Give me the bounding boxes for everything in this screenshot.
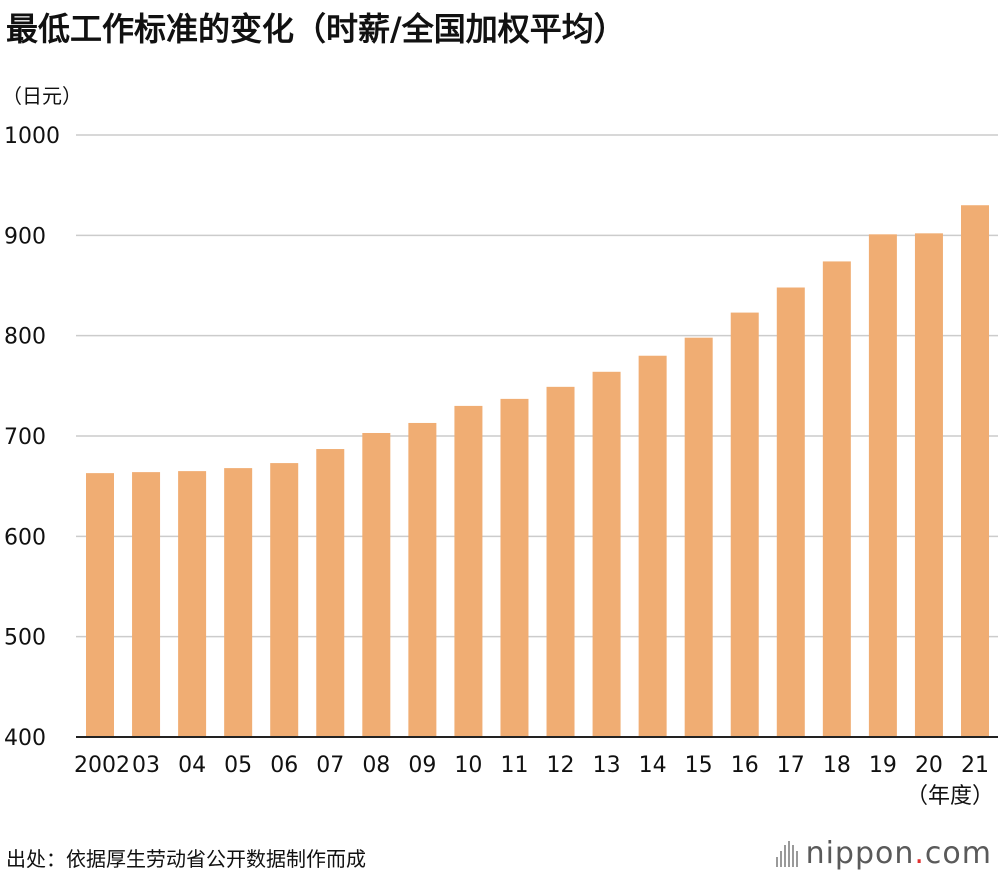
x-tick-label: 13 [593,753,621,778]
source-note: 出处：依据厚生劳动省公开数据制作而成 [6,847,366,871]
bar-05 [224,468,253,736]
x-tick-label: 20 [915,753,943,778]
x-axis-ticks: 2002 03 04 05 06 07 08 09 10 11 12 13 14 15 16 17 18 19 20… [74,753,989,778]
x-tick-label: 2002 [74,753,130,778]
x-tick-label: 21 [961,753,989,778]
y-tick-label: 1000 [4,124,60,149]
bar-18 [822,261,851,736]
y-tick-label: 600 [4,525,46,550]
x-tick-label: 15 [685,753,713,778]
bar-07 [316,449,345,736]
gridlines [76,134,998,738]
bar-11 [500,398,529,736]
x-tick-label: 07 [316,753,344,778]
nippon-logo-dot: . [914,836,925,871]
x-tick-label: 12 [547,753,575,778]
x-tick-label: 19 [869,753,897,778]
x-tick-label: 17 [777,753,805,778]
x-tick-label: 18 [823,753,851,778]
bar-19 [868,234,897,736]
bar-09 [408,422,437,736]
x-tick-label: 11 [500,753,528,778]
bar-08 [362,432,391,736]
nippon-logo: nippon. com [775,836,992,871]
bar-17 [776,287,805,736]
bar-16 [730,312,759,736]
x-tick-label: 16 [731,753,759,778]
x-tick-label: 04 [178,753,206,778]
y-axis-unit-label: （日元） [2,84,82,108]
x-tick-label: 05 [224,753,252,778]
y-tick-label: 900 [4,224,46,249]
bar-04 [178,471,207,736]
x-axis-label: （年度） [906,784,994,809]
y-tick-label: 700 [4,425,46,450]
y-axis-ticks: 400 500 600 700 800 900 1000 [4,124,60,751]
bar-15 [684,337,713,736]
x-tick-label: 06 [270,753,298,778]
chart-title: 最低工作标准的变化（时薪/全国加权平均） [6,10,626,48]
y-tick-label: 800 [4,325,46,350]
x-tick-label: 10 [454,753,482,778]
bar-03 [132,472,161,736]
x-tick-label: 08 [362,753,390,778]
bar-14 [638,355,667,736]
y-tick-label: 500 [4,626,46,651]
x-tick-label: 09 [408,753,436,778]
nippon-logo-text: nippon [805,836,915,871]
bar-21 [961,205,989,736]
bar-13 [592,371,621,736]
nippon-logo-mark [775,840,798,867]
x-tick-label: 14 [639,753,667,778]
bars [86,205,989,736]
bar-chart: 400 500 600 700 800 900 1000 2002 03 04 05 06 07 08 0… [4,124,998,809]
nippon-logo-suffix: com [924,836,992,871]
y-tick-label: 400 [4,726,46,751]
x-tick-label: 03 [132,753,160,778]
bar-10 [454,405,483,736]
bar-20 [914,233,943,736]
bar-2002 [86,473,114,736]
bar-06 [270,463,299,736]
bar-12 [546,386,575,736]
